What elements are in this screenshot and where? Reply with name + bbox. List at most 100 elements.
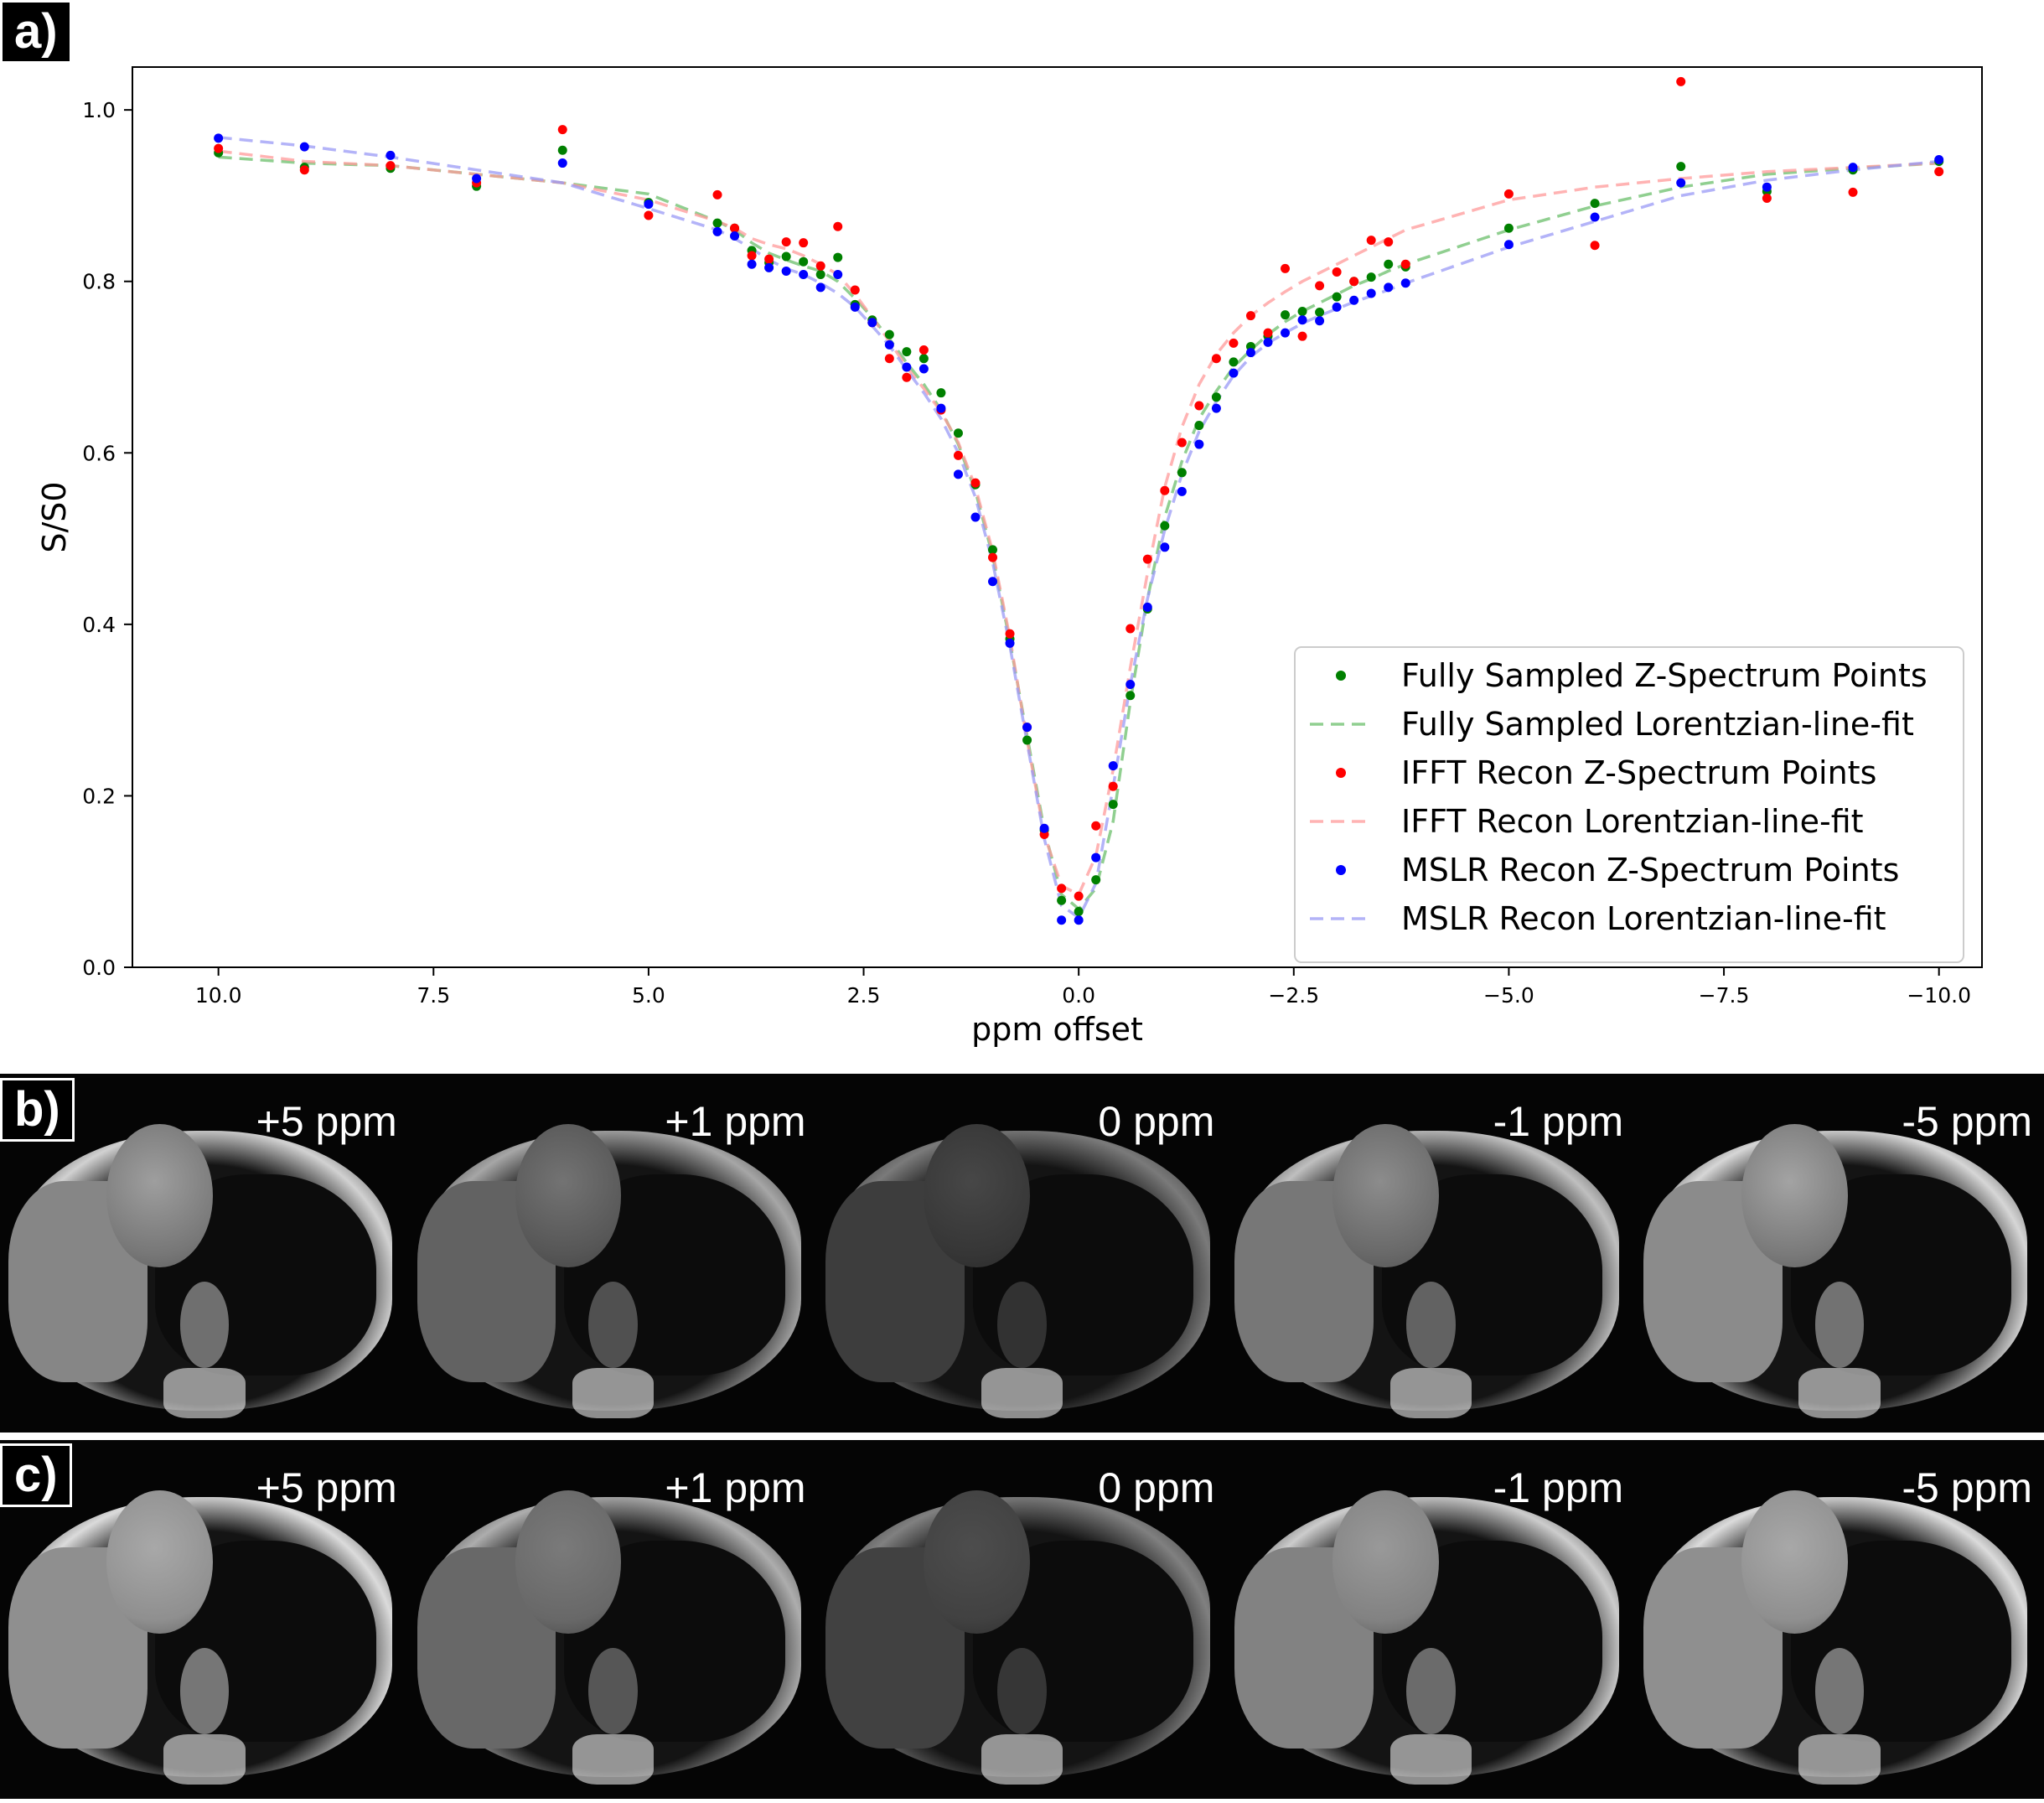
data-point <box>902 347 912 357</box>
mri-spine <box>163 1367 246 1418</box>
y-tick-label: 1.0 <box>82 98 116 122</box>
mri-spine <box>981 1367 1063 1418</box>
data-point <box>1160 485 1170 495</box>
y-tick-label: 0.0 <box>82 956 116 980</box>
series-line <box>218 136 1939 920</box>
data-point <box>799 256 809 267</box>
data-point <box>1400 278 1410 288</box>
legend-entry: Fully Sampled Lorentzian-line-fit <box>1401 706 1914 743</box>
data-point <box>1022 735 1032 745</box>
data-point <box>472 174 482 184</box>
legend-entry: IFFT Recon Lorentzian-line-fit <box>1401 803 1864 840</box>
data-point <box>712 226 722 236</box>
x-tick-label: 2.5 <box>847 983 881 1008</box>
data-point <box>1848 163 1858 173</box>
data-point <box>1934 167 1944 177</box>
image-tile: +5 ppm <box>0 1074 409 1433</box>
data-point <box>1177 438 1187 448</box>
tile-label: +5 ppm <box>256 1098 397 1145</box>
data-point <box>747 259 757 269</box>
legend-marker <box>1336 768 1346 778</box>
legend-entry: IFFT Recon Z-Spectrum Points <box>1401 754 1876 791</box>
data-point <box>833 221 843 231</box>
data-point <box>815 282 825 293</box>
data-point <box>781 251 791 262</box>
data-point <box>902 372 912 382</box>
tile-label: 0 ppm <box>1098 1098 1215 1145</box>
data-point <box>953 450 963 460</box>
data-point <box>1934 154 1944 164</box>
data-point <box>1125 624 1136 634</box>
data-point <box>1762 182 1772 192</box>
data-point <box>919 364 929 374</box>
data-point <box>1177 486 1187 496</box>
data-point <box>764 254 774 264</box>
data-point <box>953 428 963 438</box>
mri-aorta <box>588 1282 638 1368</box>
data-point <box>1091 852 1101 863</box>
data-point <box>1194 421 1204 431</box>
panel-label-c: c) <box>0 1443 72 1507</box>
mri-aorta <box>179 1282 230 1368</box>
mri-aorta <box>1406 1648 1456 1734</box>
data-point <box>1332 302 1342 312</box>
legend-entry: MSLR Recon Z-Spectrum Points <box>1401 852 1899 889</box>
data-point <box>730 231 740 241</box>
data-point <box>850 285 860 295</box>
data-point <box>1074 907 1084 917</box>
data-point <box>799 270 809 280</box>
tile-label: -1 ppm <box>1493 1098 1624 1145</box>
data-point <box>747 251 757 261</box>
data-point <box>1108 781 1118 791</box>
data-point <box>1590 199 1600 209</box>
data-point <box>988 577 998 587</box>
data-point <box>1263 337 1273 347</box>
legend-box <box>1294 646 1964 963</box>
image-tile: -5 ppm <box>1635 1440 2044 1799</box>
legend-marker <box>1336 865 1346 875</box>
tile-label: +1 ppm <box>665 1464 806 1511</box>
data-point <box>730 223 740 233</box>
mri-spine <box>981 1733 1063 1785</box>
mri-spine <box>1389 1367 1472 1418</box>
mri-aorta <box>997 1282 1047 1368</box>
mri-aorta <box>1814 1282 1865 1368</box>
data-point <box>1676 76 1686 86</box>
data-point <box>1332 267 1342 277</box>
data-point <box>1177 468 1187 478</box>
mri-spine <box>572 1367 655 1418</box>
data-point <box>644 199 654 210</box>
tile-label: -5 ppm <box>1902 1464 2032 1511</box>
mri-aorta <box>179 1648 230 1734</box>
data-point <box>1091 875 1101 885</box>
mri-spine <box>1798 1733 1881 1785</box>
data-point <box>1005 629 1015 639</box>
data-point <box>764 262 774 272</box>
data-point <box>1160 521 1170 531</box>
data-point <box>884 329 894 339</box>
mri-aorta <box>1814 1648 1865 1734</box>
data-point <box>1384 259 1394 269</box>
mri-spine <box>572 1733 655 1785</box>
data-point <box>1194 439 1204 449</box>
data-point <box>1762 193 1772 203</box>
data-point <box>1366 288 1376 298</box>
mri-heart <box>1332 1490 1440 1635</box>
tile-label: 0 ppm <box>1098 1464 1215 1511</box>
data-point <box>1194 401 1204 411</box>
data-point <box>781 266 791 276</box>
data-point <box>970 478 981 488</box>
plot-frame <box>132 66 1983 968</box>
mri-aorta <box>1406 1282 1456 1368</box>
data-point <box>1142 602 1152 612</box>
data-point <box>1142 554 1152 564</box>
mri-heart <box>1332 1123 1440 1268</box>
x-tick-label: −2.5 <box>1268 983 1319 1008</box>
data-point <box>1384 282 1394 293</box>
data-point <box>1366 236 1376 246</box>
data-point <box>1229 368 1239 378</box>
series-line <box>218 155 1939 911</box>
image-strip-b: +5 ppm +1 ppm 0 ppm -1 ppm -5 ppm <box>0 1074 2044 1433</box>
data-point <box>1349 295 1359 305</box>
data-point <box>1503 189 1514 199</box>
